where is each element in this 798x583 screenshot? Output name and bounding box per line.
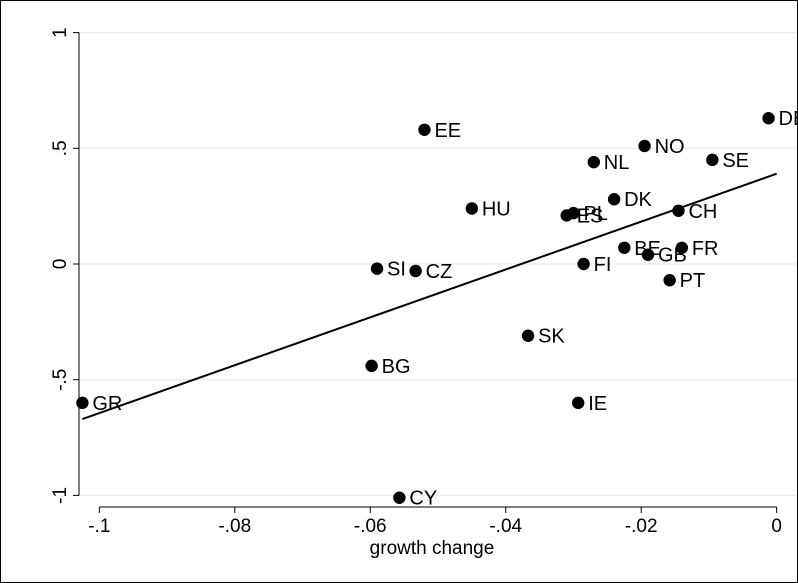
- point-label: GR: [92, 393, 122, 415]
- data-point: [762, 112, 775, 125]
- data-point: [638, 139, 651, 153]
- x-tick-label: -.04: [489, 516, 522, 537]
- point-label: NO: [655, 136, 685, 158]
- point-label: FI: [594, 254, 612, 276]
- point-label: PL: [583, 203, 607, 225]
- data-point: [587, 155, 600, 169]
- point-label: FR: [692, 238, 719, 260]
- data-point: [567, 206, 580, 220]
- data-points: DEEENOSENLDKHUCHESPLBEFRGBFISICZPTSKBGIE…: [76, 108, 797, 510]
- data-point: [76, 396, 89, 410]
- data-point: [607, 193, 621, 206]
- data-point: [393, 491, 406, 504]
- data-point: [577, 257, 590, 271]
- data-point: [365, 359, 378, 373]
- x-tick-label: -.08: [218, 516, 251, 537]
- data-point: [675, 241, 689, 254]
- data-point: [706, 153, 719, 167]
- point-label: DK: [624, 189, 652, 211]
- y-tick-label: -.5: [50, 369, 71, 391]
- point-label: CZ: [426, 261, 453, 283]
- point-label: HU: [482, 198, 511, 220]
- y-tick-label: 0: [50, 259, 71, 270]
- x-tick-label: 0: [771, 516, 782, 537]
- point-label: CH: [688, 201, 717, 223]
- point-label: BG: [382, 356, 411, 378]
- data-point: [641, 248, 655, 261]
- data-point: [572, 396, 585, 410]
- x-tick-label: -.1: [88, 516, 110, 537]
- grid-lines: [79, 31, 797, 497]
- x-axis-label: growth change: [370, 538, 495, 559]
- point-label: PT: [680, 270, 706, 292]
- point-label: SK: [538, 326, 565, 348]
- point-label: EE: [434, 120, 461, 142]
- point-label: CY: [409, 488, 437, 510]
- fit-line: [82, 172, 778, 421]
- point-label: SE: [722, 150, 749, 172]
- data-point: [672, 204, 685, 217]
- y-tick-label: -1: [50, 487, 71, 504]
- y-tick-label: 1: [50, 27, 71, 38]
- point-label: DE: [779, 108, 797, 130]
- y-tick-label: .5: [50, 140, 71, 156]
- fit-line-group: [82, 172, 778, 421]
- x-tick-label: -.02: [625, 516, 658, 537]
- point-label: NL: [604, 152, 630, 174]
- point-label: GB: [658, 245, 687, 267]
- data-point: [370, 262, 384, 275]
- data-point: [418, 123, 431, 136]
- x-tick-label: -.06: [354, 516, 387, 537]
- data-point: [521, 329, 535, 342]
- point-label: ES: [577, 205, 604, 227]
- data-point: [465, 202, 479, 215]
- point-label: IE: [588, 393, 607, 415]
- data-point: [409, 264, 422, 278]
- axes: -1 -.5 0 .5 1 -.1 -.08 -.06 -.04 -.02 0: [50, 27, 782, 537]
- point-label: SI: [387, 259, 406, 281]
- data-point: [618, 241, 631, 254]
- data-point: [663, 274, 676, 287]
